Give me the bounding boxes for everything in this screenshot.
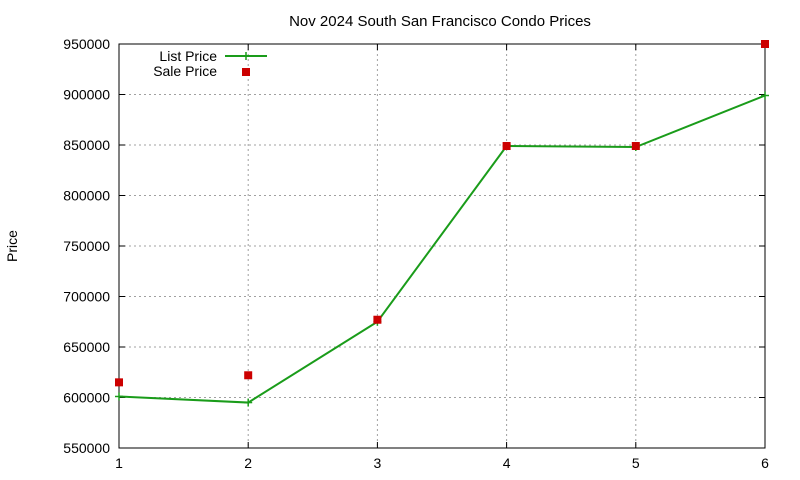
list-price-point xyxy=(244,398,253,407)
y-tick-label: 700000 xyxy=(63,289,110,305)
y-tick-label: 900000 xyxy=(63,87,110,103)
sale-price-point xyxy=(244,371,253,380)
sale-price-point xyxy=(373,315,382,324)
list-price-line xyxy=(118,94,766,404)
x-tick-label: 2 xyxy=(244,455,252,471)
legend-label-list-price: List Price xyxy=(159,48,217,64)
y-tick-label: 600000 xyxy=(63,390,110,406)
legend-label-sale-price: Sale Price xyxy=(153,63,217,79)
y-tick-label: 950000 xyxy=(63,36,110,52)
sale-price-point xyxy=(502,142,511,151)
x-tick-label: 4 xyxy=(503,455,511,471)
sale-price-point xyxy=(761,40,769,48)
x-tick-label: 1 xyxy=(115,455,123,471)
list-price-point xyxy=(115,392,123,401)
legend: List Price Sale Price xyxy=(153,48,267,79)
grid-lines xyxy=(119,44,765,448)
list-price-point xyxy=(761,91,769,100)
sale-price-point xyxy=(631,142,640,151)
x-tick-label: 3 xyxy=(374,455,382,471)
y-axis-label: Price xyxy=(4,230,20,262)
axis-ticks: 1 2 3 4 5 6 550000 600000 650000 700000 750000 8000… xyxy=(63,36,769,471)
y-tick-label: 750000 xyxy=(63,238,110,254)
y-tick-label: 650000 xyxy=(63,339,110,355)
y-tick-label: 800000 xyxy=(63,188,110,204)
y-tick-label: 550000 xyxy=(63,440,110,456)
legend-sample-sale-price xyxy=(242,68,250,76)
data-series xyxy=(115,40,769,407)
y-tick-label: 850000 xyxy=(63,137,110,153)
sale-price-point xyxy=(115,378,123,387)
chart-title: Nov 2024 South San Francisco Condo Price… xyxy=(289,13,591,30)
x-tick-label: 6 xyxy=(761,455,769,471)
x-tick-label: 5 xyxy=(632,455,640,471)
